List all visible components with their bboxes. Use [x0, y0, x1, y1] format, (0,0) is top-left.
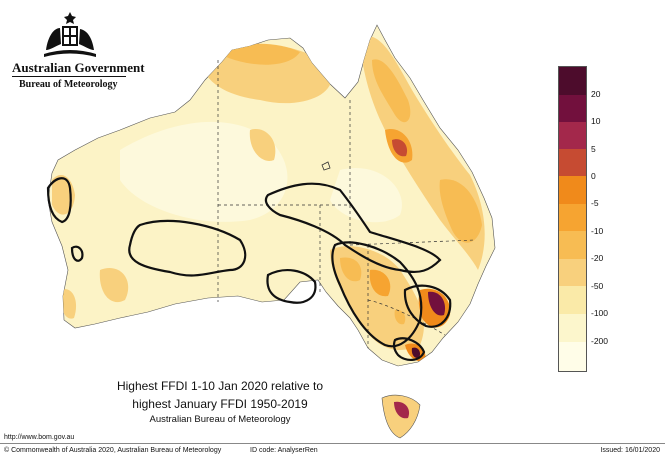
coat-of-arms-icon	[44, 12, 96, 57]
legend-swatch-5	[559, 176, 586, 204]
legend-label: -5	[591, 198, 599, 208]
legend-swatch-2	[559, 95, 586, 122]
legend-label: -10	[591, 226, 604, 236]
legend-swatch-9	[559, 286, 586, 314]
logo-divider	[12, 76, 126, 77]
legend-label: -200	[591, 336, 609, 346]
map-title-line-2: highest January FFDI 1950-2019	[132, 397, 308, 411]
government-title: Australian Government	[12, 60, 145, 75]
legend-label: 5	[591, 144, 596, 154]
website-link[interactable]: http://www.bom.gov.au	[4, 434, 75, 441]
legend-swatch-1	[559, 67, 586, 95]
id-code: ID code: AnalyserRen	[250, 447, 318, 454]
legend-swatch-7	[559, 231, 586, 259]
legend-label: 0	[591, 171, 596, 181]
legend-label: 20	[591, 89, 601, 99]
legend-swatch-8	[559, 259, 586, 286]
legend-swatch-10	[559, 314, 586, 342]
legend-swatch-4	[559, 149, 586, 176]
issued-date: Issued: 16/01/2020	[600, 447, 660, 454]
map-title-line-1: Highest FFDI 1-10 Jan 2020 relative to	[116, 379, 324, 393]
legend-label: -100	[591, 308, 609, 318]
legend-label: 10	[591, 116, 601, 126]
legend-swatch-3	[559, 122, 586, 149]
copyright-notice: © Commonwealth of Australia 2020, Austra…	[4, 447, 222, 454]
bureau-title: Bureau of Meteorology	[19, 79, 118, 90]
map-source: Australian Bureau of Meteorology	[149, 414, 291, 425]
legend-label: -20	[591, 253, 604, 263]
footer-divider	[0, 443, 665, 444]
legend-label: -50	[591, 281, 604, 291]
color-legend	[558, 66, 587, 372]
legend-swatch-6	[559, 204, 586, 231]
legend-swatch-11	[559, 342, 586, 371]
